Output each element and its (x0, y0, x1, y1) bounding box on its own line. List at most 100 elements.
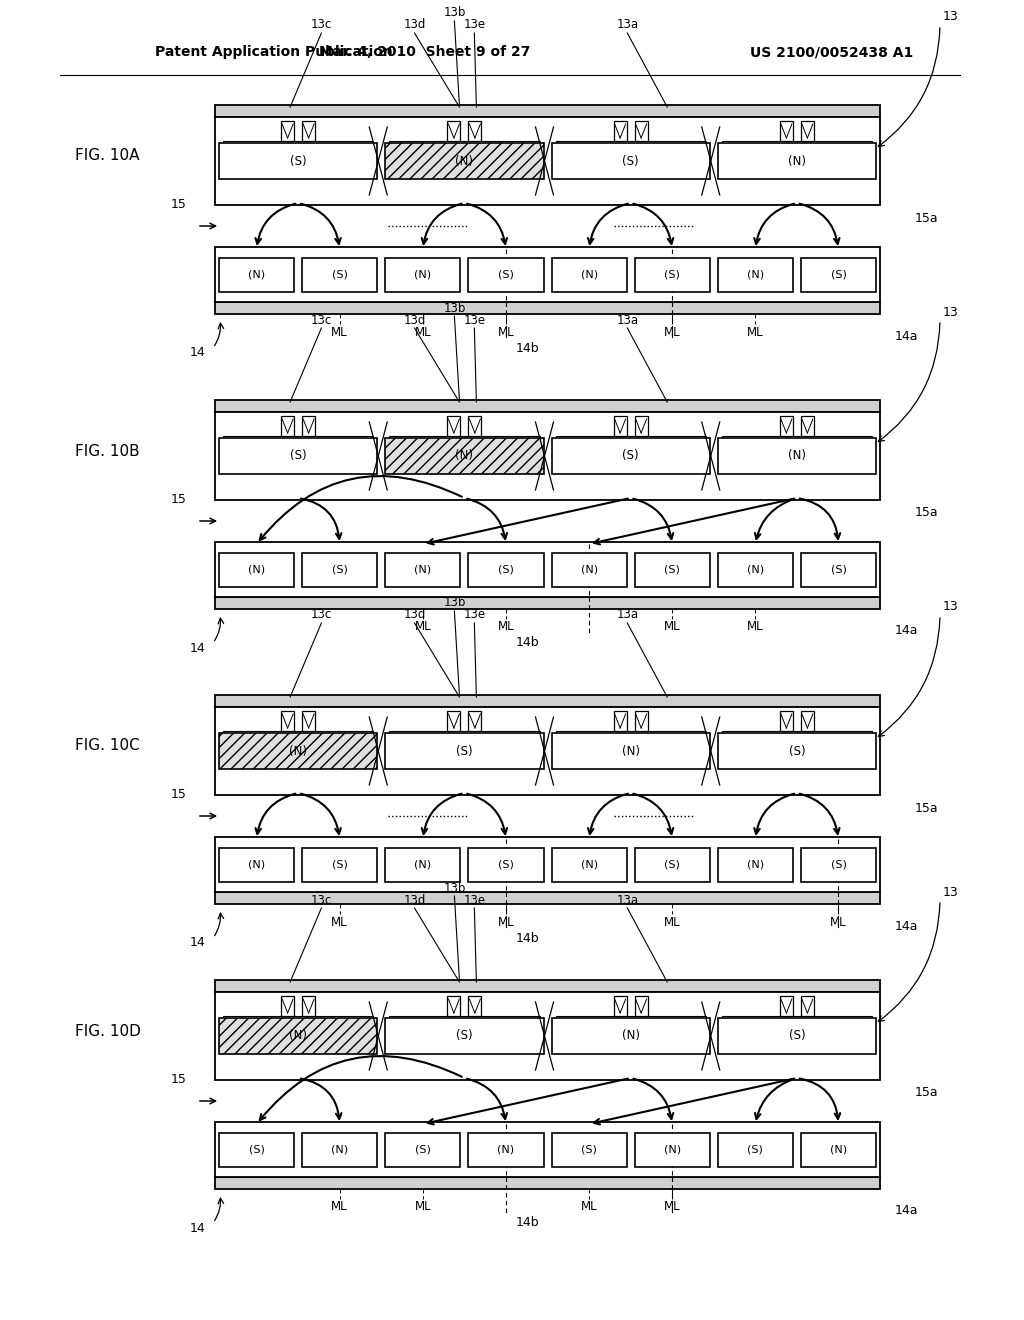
Bar (302, 847, 377, 882)
Bar (718, 1018, 876, 1053)
Bar (215, 597, 880, 609)
Bar (801, 257, 876, 292)
Bar (555, 141, 706, 145)
Text: ML: ML (498, 916, 514, 928)
Bar (468, 711, 481, 731)
Bar (219, 257, 294, 292)
Text: 13: 13 (943, 601, 958, 614)
Bar (215, 302, 880, 314)
Bar (635, 553, 710, 586)
Bar (718, 438, 876, 474)
Text: (S): (S) (290, 450, 306, 462)
Bar (635, 1133, 710, 1167)
Bar (215, 1177, 880, 1189)
Bar (552, 733, 710, 770)
Text: 15a: 15a (915, 801, 939, 814)
Text: (N): (N) (456, 450, 473, 462)
Text: (N): (N) (331, 1144, 348, 1155)
Bar (468, 416, 481, 436)
Text: (N): (N) (248, 565, 265, 574)
Bar (801, 416, 814, 436)
Text: 13b: 13b (443, 882, 466, 895)
Bar (215, 117, 880, 205)
Bar (385, 257, 461, 292)
Text: (S): (S) (290, 154, 306, 168)
Text: FIG. 10B: FIG. 10B (75, 444, 139, 458)
Bar (722, 731, 872, 735)
Bar (613, 416, 627, 436)
Bar (718, 553, 793, 586)
Bar (801, 711, 814, 731)
Text: (S): (S) (623, 154, 639, 168)
Bar (223, 141, 374, 145)
Bar (389, 1016, 540, 1020)
Text: 13e: 13e (463, 894, 485, 907)
Bar (801, 553, 876, 586)
Bar (385, 733, 544, 770)
Text: (N): (N) (248, 269, 265, 280)
Text: 14a: 14a (895, 920, 919, 932)
Bar (635, 847, 710, 882)
Bar (801, 847, 876, 882)
Bar (468, 847, 544, 882)
Bar (215, 543, 880, 597)
Bar (780, 121, 793, 141)
Bar (385, 1133, 461, 1167)
Text: (S): (S) (623, 450, 639, 462)
Text: FIG. 10C: FIG. 10C (75, 738, 139, 754)
Text: (S): (S) (498, 565, 514, 574)
Text: (S): (S) (415, 1144, 431, 1155)
Bar (282, 416, 294, 436)
Text: ML: ML (332, 1200, 348, 1213)
Bar (302, 121, 315, 141)
Bar (215, 106, 880, 117)
Text: 13d: 13d (403, 894, 426, 907)
Text: 13b: 13b (443, 597, 466, 610)
Bar (722, 436, 872, 440)
Text: (S): (S) (788, 744, 805, 758)
Bar (389, 141, 540, 145)
Text: (N): (N) (581, 859, 598, 870)
Bar (447, 997, 461, 1016)
Bar (635, 997, 647, 1016)
Text: 14a: 14a (895, 1204, 919, 1217)
Bar (282, 997, 294, 1016)
Text: (S): (S) (456, 744, 473, 758)
Text: (S): (S) (332, 565, 347, 574)
Bar (555, 1016, 706, 1020)
Text: (N): (N) (746, 859, 764, 870)
Text: 15: 15 (171, 198, 187, 211)
Text: 13e: 13e (463, 18, 485, 32)
Bar (552, 143, 710, 180)
Bar (223, 436, 374, 440)
Text: FIG. 10D: FIG. 10D (75, 1023, 141, 1039)
Bar (215, 696, 880, 708)
Bar (302, 257, 377, 292)
Bar (635, 416, 647, 436)
Bar (468, 121, 481, 141)
Text: 14: 14 (189, 346, 205, 359)
Bar (215, 400, 880, 412)
Text: (N): (N) (415, 269, 431, 280)
Text: FIG. 10A: FIG. 10A (75, 149, 139, 164)
Text: (N): (N) (581, 565, 598, 574)
Bar (219, 143, 377, 180)
Text: US 2100/0052438 A1: US 2100/0052438 A1 (750, 45, 913, 59)
Text: (S): (S) (830, 859, 847, 870)
Bar (718, 733, 876, 770)
Bar (223, 1016, 374, 1020)
Bar (552, 553, 627, 586)
Text: 14a: 14a (895, 624, 919, 638)
Bar (219, 553, 294, 586)
Text: 13b: 13b (443, 7, 466, 20)
Bar (613, 997, 627, 1016)
Bar (219, 1133, 294, 1167)
Text: ML: ML (332, 916, 348, 928)
Bar (613, 711, 627, 731)
Text: (N): (N) (581, 269, 598, 280)
Bar (215, 708, 880, 795)
Text: (S): (S) (332, 269, 347, 280)
Text: 13c: 13c (310, 609, 332, 622)
Bar (302, 553, 377, 586)
Bar (215, 412, 880, 500)
